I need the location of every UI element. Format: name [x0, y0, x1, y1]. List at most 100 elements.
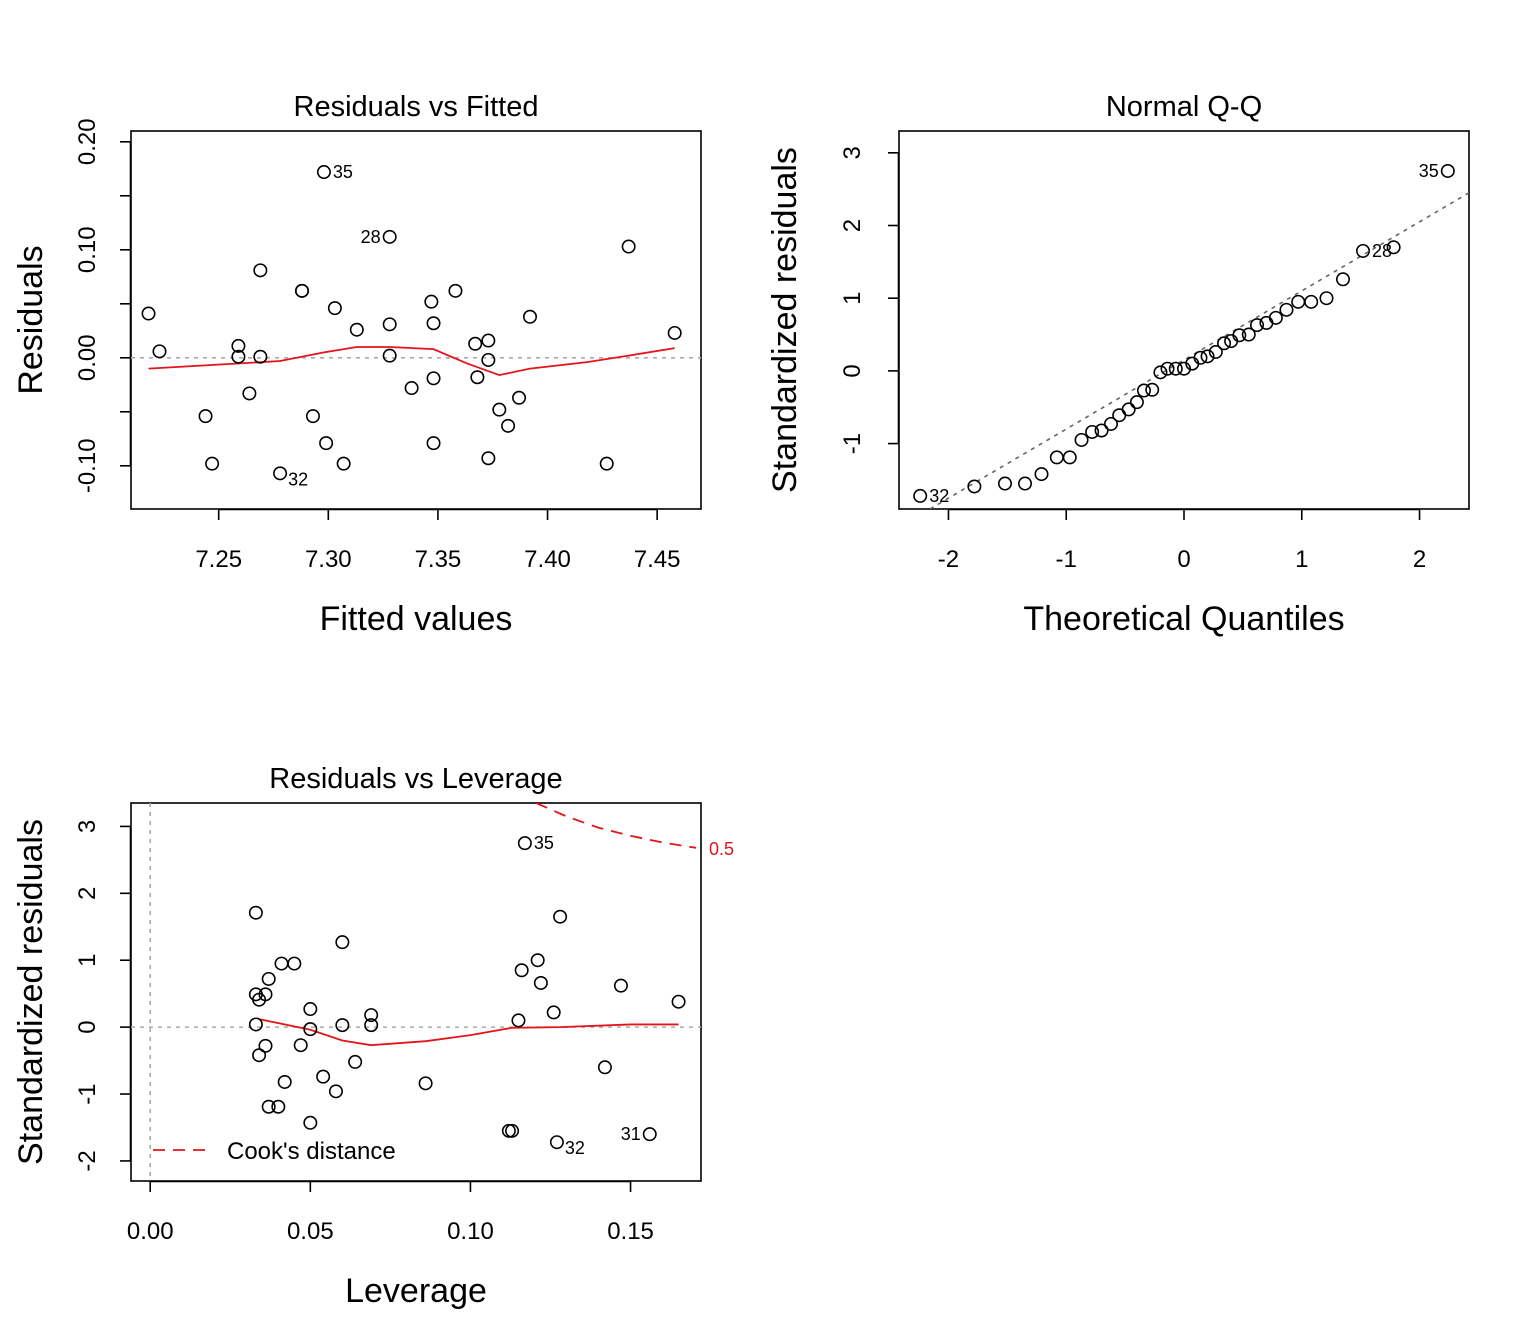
y-axis: -1 0 1 2 3: [839, 146, 900, 454]
data-point: [1335, 272, 1350, 287]
data-point: [418, 1076, 433, 1091]
y-tick-label: 0: [839, 364, 866, 377]
data-point: [1062, 450, 1077, 465]
data-point: [913, 488, 928, 503]
y-tick-label: -2: [74, 1150, 101, 1171]
data-point: [349, 322, 364, 337]
data-point: [1268, 310, 1283, 325]
point-label: 32: [565, 1138, 585, 1158]
point-label: 31: [621, 1124, 641, 1144]
data-point: [404, 381, 419, 396]
data-point: [248, 905, 263, 920]
data-point: [316, 165, 331, 180]
legend: Cook's distance: [153, 1138, 396, 1165]
data-point: [1074, 432, 1089, 447]
data-point: [348, 1054, 363, 1069]
data-point: [231, 338, 246, 353]
data-point: [328, 1084, 343, 1099]
plot-area: [131, 165, 701, 481]
data-point: [382, 348, 397, 363]
y-tick-label: 0.00: [74, 334, 101, 381]
data-point: [1386, 240, 1401, 255]
data-point: [549, 1135, 564, 1150]
x-tick-label: 7.30: [305, 546, 352, 573]
x-tick-label: -1: [1056, 546, 1077, 573]
data-point: [248, 1017, 263, 1032]
data-point: [642, 1127, 657, 1142]
data-point: [1193, 350, 1208, 365]
data-point: [1018, 476, 1033, 491]
data-point: [258, 1038, 273, 1053]
x-tick-label: 0.15: [607, 1218, 654, 1245]
data-point: [426, 316, 441, 331]
data-point: [505, 1123, 520, 1138]
point-label: 35: [534, 833, 554, 853]
data-point: [481, 451, 496, 466]
data-point: [597, 1060, 612, 1075]
chart-title: Residuals vs Fitted: [294, 91, 539, 123]
data-point: [327, 301, 342, 316]
x-axis-title: Leverage: [345, 1272, 487, 1310]
data-point: [382, 229, 397, 244]
data-point: [335, 935, 350, 950]
data-point: [253, 349, 268, 364]
x-tick-label: 7.45: [634, 546, 681, 573]
data-point: [287, 956, 302, 971]
data-point: [426, 371, 441, 386]
data-point: [599, 456, 614, 471]
plot-area: [913, 163, 1469, 509]
y-axis-title: Residuals: [12, 245, 50, 394]
x-axis-title: Fitted values: [320, 600, 513, 638]
data-point: [319, 436, 334, 451]
data-point: [1250, 318, 1265, 333]
x-tick-label: 1: [1295, 546, 1308, 573]
data-point: [1153, 365, 1168, 380]
data-point: [1291, 294, 1306, 309]
data-point: [1279, 302, 1294, 317]
y-axis: -2 -1 0 1 2 3: [74, 820, 132, 1172]
data-point: [1085, 424, 1100, 439]
data-point: [448, 283, 463, 298]
data-point: [364, 1008, 379, 1023]
x-tick-label: 2: [1413, 546, 1426, 573]
plot-frame: [898, 130, 1470, 510]
x-axis: 0.00 0.05 0.10 0.15: [127, 1180, 654, 1245]
y-tick-label: -1: [74, 1083, 101, 1104]
data-point: [271, 1099, 286, 1114]
y-tick-label: -1: [839, 433, 866, 454]
x-tick-label: 7.25: [195, 546, 242, 573]
point-label: 28: [1372, 241, 1392, 261]
chart-title: Normal Q-Q: [1106, 91, 1262, 123]
y-tick-label: 3: [74, 820, 101, 833]
chart-title: Residuals vs Leverage: [269, 763, 562, 795]
x-tick-label: 0.00: [127, 1218, 174, 1245]
cooks-distance-line: [535, 803, 697, 849]
y-tick-label: 0.20: [74, 118, 101, 165]
data-point: [1136, 383, 1151, 398]
data-point: [468, 336, 483, 351]
y-tick-label: 0.10: [74, 226, 101, 273]
data-point: [1200, 349, 1215, 364]
point-label: 35: [1419, 161, 1439, 181]
data-point: [967, 479, 982, 494]
data-point: [546, 1005, 561, 1020]
y-tick-label: 1: [74, 954, 101, 967]
data-point: [517, 836, 532, 851]
panel-rvf: Residuals vs Fitted Fitted values Residual…: [12, 91, 702, 638]
data-point: [273, 466, 288, 481]
smooth-line: [258, 1018, 679, 1047]
data-point: [667, 325, 682, 340]
data-point: [261, 1099, 276, 1114]
smooth-line: [148, 346, 675, 377]
data-point: [261, 971, 276, 986]
data-point: [253, 263, 268, 278]
data-point: [1049, 450, 1064, 465]
y-axis: -0.10 0.00 0.10 0.20: [74, 118, 132, 493]
point-label: 35: [333, 162, 353, 182]
data-point: [252, 1048, 267, 1063]
data-point: [1319, 291, 1334, 306]
data-point: [294, 283, 309, 298]
data-point: [1103, 416, 1118, 431]
data-point: [277, 1074, 292, 1089]
point-label: 28: [361, 227, 381, 247]
